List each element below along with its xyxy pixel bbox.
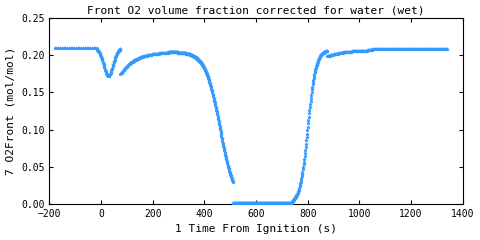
Title: Front O2 volume fraction corrected for water (wet): Front O2 volume fraction corrected for w… bbox=[87, 6, 425, 16]
X-axis label: 1 Time From Ignition (s): 1 Time From Ignition (s) bbox=[175, 224, 337, 234]
Y-axis label: 7 O2Front (mol/mol): 7 O2Front (mol/mol) bbox=[6, 47, 15, 175]
